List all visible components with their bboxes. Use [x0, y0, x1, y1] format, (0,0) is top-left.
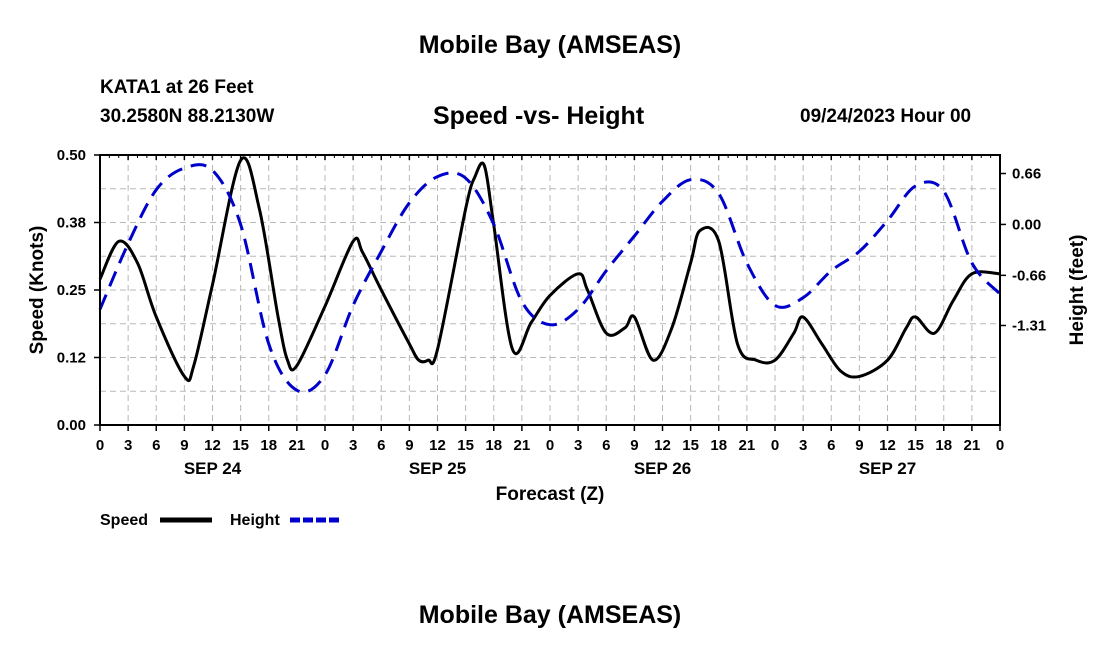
y-axis-left-title: Speed (Knots) [27, 226, 48, 355]
y-left-tick-label: 0.38 [57, 215, 86, 232]
x-tick-label: 0 [996, 437, 1004, 454]
height-series-line [98, 163, 1002, 394]
y-right-tick-label: -1.31 [1012, 317, 1046, 334]
x-tick-label: 0 [771, 437, 779, 454]
x-tick-label: 21 [739, 437, 756, 454]
x-tick-label: 12 [429, 437, 446, 454]
x-tick-label: 6 [827, 437, 835, 454]
x-tick-label: 12 [654, 437, 671, 454]
y-left-tick-label: 0.12 [57, 350, 86, 367]
x-tick-label: 9 [630, 437, 638, 454]
x-tick-label: 3 [574, 437, 582, 454]
chart-subtitle: Speed -vs- Height [433, 102, 645, 130]
coordinates-label: 30.2580N 88.2130W [100, 106, 275, 127]
y-right-tick-label: -0.66 [1012, 267, 1046, 284]
x-tick-label: 18 [710, 437, 727, 454]
chart-title: Mobile Bay (AMSEAS) [418, 31, 682, 59]
x-tick-label: 21 [289, 437, 306, 454]
x-tick-label: 18 [935, 437, 952, 454]
x-tick-label: 15 [232, 437, 249, 454]
x-tick-label: 3 [124, 437, 132, 454]
y-right-tick-label: 0.66 [1012, 166, 1041, 183]
x-axis-title: Forecast (Z) [496, 484, 605, 505]
x-tick-label: 3 [799, 437, 807, 454]
x-tick-label: 0 [321, 437, 329, 454]
x-tick-label: 0 [96, 437, 104, 454]
next-chart-title: Mobile Bay (AMSEAS) [418, 601, 682, 629]
speed-series-line [98, 156, 1001, 383]
legend-height-label: Height [230, 512, 280, 529]
x-tick-label: 21 [514, 437, 531, 454]
y-left-tick-label: 0.50 [57, 147, 86, 164]
axes: 0 3 6 9 12 15 18 21 0 3 6 9 12 15 18 21 0 3 6 9 12 15 18 21 0 3 6 9… [57, 147, 1046, 478]
x-tick-label: 6 [377, 437, 385, 454]
legend: Speed Height [100, 512, 342, 529]
x-tick-label: 18 [485, 437, 502, 454]
day-label: SEP 24 [184, 459, 242, 478]
series-layer [98, 156, 1002, 394]
x-tick-label: 6 [602, 437, 610, 454]
x-tick-label: 9 [405, 437, 413, 454]
day-label: SEP 27 [859, 459, 916, 478]
day-label: SEP 25 [409, 459, 466, 478]
y-left-tick-label: 0.00 [57, 417, 86, 434]
x-tick-label: 15 [682, 437, 699, 454]
y-axis-right-title: Height (feet) [1067, 235, 1088, 346]
grid [100, 155, 1000, 425]
x-tick-label: 21 [964, 437, 981, 454]
x-tick-label: 9 [180, 437, 188, 454]
x-tick-label: 0 [546, 437, 554, 454]
y-left-tick-label: 0.25 [57, 282, 86, 299]
y-right-tick-label: 0.00 [1012, 216, 1041, 233]
station-label: KATA1 at 26 Feet [100, 77, 254, 98]
x-tick-label: 9 [855, 437, 863, 454]
x-tick-label: 18 [260, 437, 277, 454]
x-tick-label: 12 [204, 437, 221, 454]
x-tick-label: 6 [152, 437, 160, 454]
legend-speed-label: Speed [100, 512, 148, 529]
x-tick-label: 3 [349, 437, 357, 454]
day-label: SEP 26 [634, 459, 691, 478]
x-tick-label: 12 [879, 437, 896, 454]
x-tick-label: 15 [457, 437, 474, 454]
x-tick-label: 15 [907, 437, 924, 454]
forecast-datetime: 09/24/2023 Hour 00 [800, 106, 972, 127]
